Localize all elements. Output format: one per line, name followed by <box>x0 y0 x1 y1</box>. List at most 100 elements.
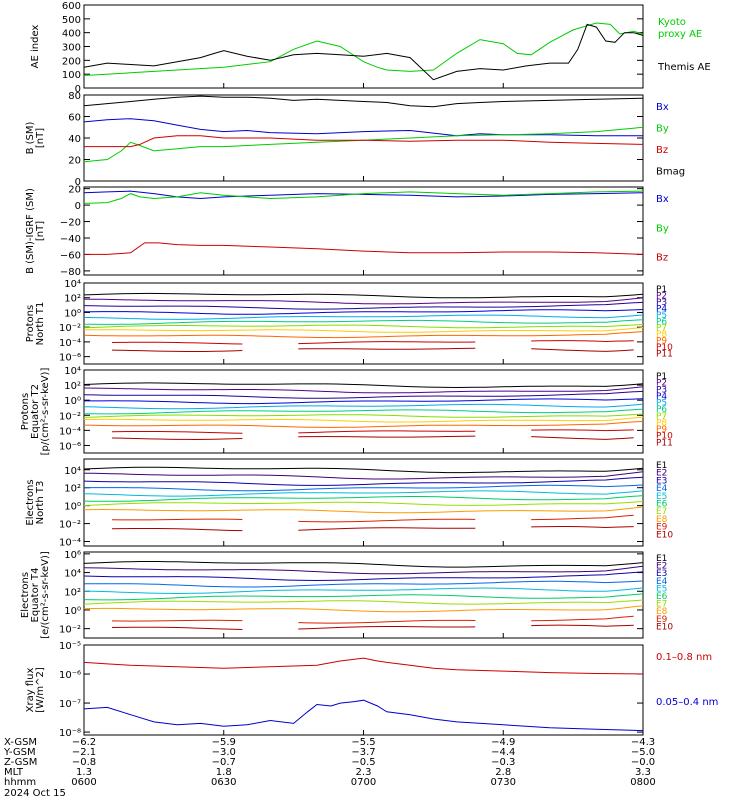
legend-5-P8: P8 <box>656 418 667 428</box>
panel-1-ytick-label: 0 <box>75 84 81 95</box>
xaxis-date: 2024 Oct 15 <box>4 788 66 799</box>
xaxis-row-label: Z-GSM <box>4 757 37 768</box>
xaxis-value: 3.3 <box>635 767 651 778</box>
panel-5-ytick-label: 10⁰ <box>64 396 81 407</box>
panel-4-series-P8 <box>83 327 644 333</box>
panel-4-ylabel: North T1 <box>35 302 46 346</box>
panel-6-series-E2 <box>83 471 644 480</box>
panel-5-ylabel: [p/(cm²-s-sr-keV)] <box>40 368 51 456</box>
panel-1-series-Themis AE <box>83 23 644 81</box>
panel-4-series-P10 <box>531 340 634 342</box>
panel-6-series-E9 <box>298 518 476 523</box>
panel-5-series-P10 <box>531 429 634 432</box>
panel-6-ytick-label: 10⁰ <box>64 502 81 513</box>
panel-5-series-P4 <box>84 398 644 405</box>
legend-5-P10: P10 <box>656 432 673 442</box>
panel-7-ylabel: [e/(cm²-s-sr-keV)] <box>40 551 51 639</box>
legend-8-0.05–0.4 nm: 0.05–0.4 nm <box>656 697 718 708</box>
panel-4-ytick-label: 10⁻⁶ <box>59 353 81 364</box>
xaxis-value: −6.2 <box>72 737 96 748</box>
panel-4-ytick-label: 10⁻² <box>59 323 81 334</box>
legend-4-P5: P5 <box>656 311 667 321</box>
legend-7-E5: E5 <box>656 584 667 594</box>
panel-4-ytick-label: 10⁻⁴ <box>59 338 81 349</box>
panel-8-ytick-label: 10⁻⁶ <box>59 670 81 681</box>
panel-4-series-P9 <box>83 331 644 339</box>
legend-4-P4: P4 <box>656 304 667 314</box>
panel-5-ytick-label: 10⁻⁶ <box>59 441 81 452</box>
panel-5-series-P1 <box>83 382 644 389</box>
xaxis-value: −0.8 <box>72 757 96 768</box>
panel-5-ytick-label: 10² <box>64 381 81 392</box>
legend-7-E9: E9 <box>656 615 668 625</box>
panel-2-ytick-label: 20 <box>68 156 81 167</box>
legend-5-P6: P6 <box>656 405 667 415</box>
legend-3-Bz: Bz <box>656 253 668 264</box>
panel-7-series-E10 <box>298 625 476 630</box>
xaxis-value: 2.3 <box>356 767 372 778</box>
panel-7-series-E4 <box>83 580 644 588</box>
panel-1-ytick-label: 400 <box>62 29 81 40</box>
panel-6-series-E5 <box>83 490 644 497</box>
panel-4-ytick-label: 10⁴ <box>64 279 81 290</box>
panel-1-ytick-label: 500 <box>62 15 81 26</box>
xaxis-value: −0.7 <box>212 757 236 768</box>
panel-4-series-P10 <box>111 341 243 345</box>
xaxis-value: 1.3 <box>76 767 92 778</box>
panel-5-series-P5 <box>83 403 644 410</box>
xaxis-value: −3.0 <box>212 747 236 758</box>
legend-6-E4: E4 <box>656 484 668 494</box>
legend-5-P7: P7 <box>656 412 667 422</box>
panel-1-ytick-label: 200 <box>62 56 81 67</box>
legend-6-E3: E3 <box>656 476 667 486</box>
legend-7-E8: E8 <box>656 607 668 617</box>
panel-4-series-P3 <box>83 301 644 310</box>
panel-6-ytick-label: 10⁻⁴ <box>59 538 81 549</box>
panel-6-series-E9 <box>531 514 634 521</box>
panel-7-series-E10 <box>111 626 243 630</box>
panel-6-ytick-label: 10² <box>64 484 81 495</box>
xaxis-value: 0700 <box>351 777 376 788</box>
panel-5-series-P10 <box>298 430 476 434</box>
legend-5-P11: P11 <box>656 438 673 448</box>
panel-6-series-E3 <box>83 476 644 486</box>
panel-4-ylabel: Protons <box>25 305 36 342</box>
xaxis-value: −2.1 <box>72 747 96 758</box>
legend-2-Bz: Bz <box>656 145 668 156</box>
panel-6-series-E6 <box>83 495 644 502</box>
legend-4-P6: P6 <box>656 317 667 327</box>
panel-5-ytick-label: 10⁻² <box>59 411 81 422</box>
panel-7-ytick-label: 10⁶ <box>64 550 81 561</box>
panel-5-series-P2 <box>83 386 644 394</box>
legend-2-By: By <box>656 124 669 135</box>
xaxis-row-label: X-GSM <box>4 737 37 748</box>
xaxis-value: 0600 <box>71 777 96 788</box>
legend-6-E8: E8 <box>656 515 668 525</box>
xaxis-value: 0630 <box>211 777 236 788</box>
legend-4-P2: P2 <box>656 291 667 301</box>
legend-4-P3: P3 <box>656 298 667 308</box>
panel-2-series-Bmag <box>83 95 644 108</box>
panel-5-ytick-label: 10⁻⁴ <box>59 426 81 437</box>
legend-7-E10: E10 <box>656 622 673 632</box>
legend-themis: Themis AE <box>657 62 711 73</box>
xaxis-value: −0.5 <box>351 757 375 768</box>
panel-1-ytick-label: 100 <box>62 70 81 81</box>
legend-kyoto: proxy AE <box>658 29 702 40</box>
legend-6-E1: E1 <box>656 461 667 471</box>
panel-5-series-P6 <box>83 408 644 415</box>
xaxis-value: −4.3 <box>631 737 655 748</box>
panel-3-ytick-label: −60 <box>60 250 81 261</box>
xaxis-value: 0730 <box>491 777 516 788</box>
legend-7-E6: E6 <box>656 592 668 602</box>
panel-7-series-E6 <box>83 593 644 601</box>
panel-3-ytick-label: 0 <box>75 201 81 212</box>
panel-3-ytick-label: −80 <box>60 267 81 278</box>
panel-8-ylabel: Xray flux <box>25 668 36 713</box>
panel-2-ylabel: B (SM) <box>25 121 36 154</box>
legend-6-E5: E5 <box>656 492 667 502</box>
panel-6-series-E7 <box>83 501 644 506</box>
xaxis-value: 2.8 <box>495 767 511 778</box>
panel-8-series-0.05–0.4 nm <box>83 699 644 732</box>
